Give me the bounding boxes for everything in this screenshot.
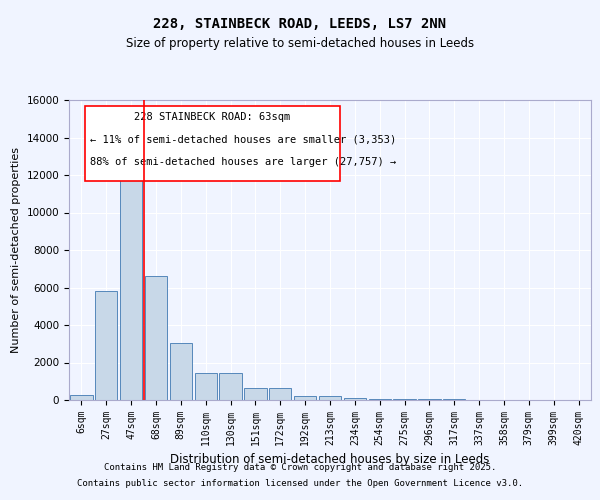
Bar — [394, 399, 416, 400]
Text: ← 11% of semi-detached houses are smaller (3,353): ← 11% of semi-detached houses are smalle… — [90, 134, 396, 144]
Bar — [269, 388, 292, 400]
Text: Contains public sector information licensed under the Open Government Licence v3: Contains public sector information licen… — [77, 478, 523, 488]
Bar — [120, 156, 142, 400]
Bar — [344, 398, 366, 400]
Text: 228, STAINBECK ROAD, LEEDS, LS7 2NN: 228, STAINBECK ROAD, LEEDS, LS7 2NN — [154, 18, 446, 32]
Text: 228 STAINBECK ROAD: 63sqm: 228 STAINBECK ROAD: 63sqm — [134, 112, 290, 122]
Bar — [194, 373, 217, 400]
Bar — [368, 398, 391, 400]
X-axis label: Distribution of semi-detached houses by size in Leeds: Distribution of semi-detached houses by … — [170, 454, 490, 466]
Text: Size of property relative to semi-detached houses in Leeds: Size of property relative to semi-detach… — [126, 38, 474, 51]
Y-axis label: Number of semi-detached properties: Number of semi-detached properties — [11, 147, 21, 353]
Bar — [145, 276, 167, 400]
Bar — [95, 291, 118, 400]
Bar — [418, 399, 440, 400]
Bar — [170, 343, 192, 400]
Bar — [294, 396, 316, 400]
Bar — [319, 396, 341, 400]
Bar — [220, 373, 242, 400]
Text: 88% of semi-detached houses are larger (27,757) →: 88% of semi-detached houses are larger (… — [90, 157, 396, 167]
Bar — [70, 396, 92, 400]
Bar — [244, 388, 266, 400]
Text: Contains HM Land Registry data © Crown copyright and database right 2025.: Contains HM Land Registry data © Crown c… — [104, 464, 496, 472]
FancyBboxPatch shape — [85, 106, 340, 181]
